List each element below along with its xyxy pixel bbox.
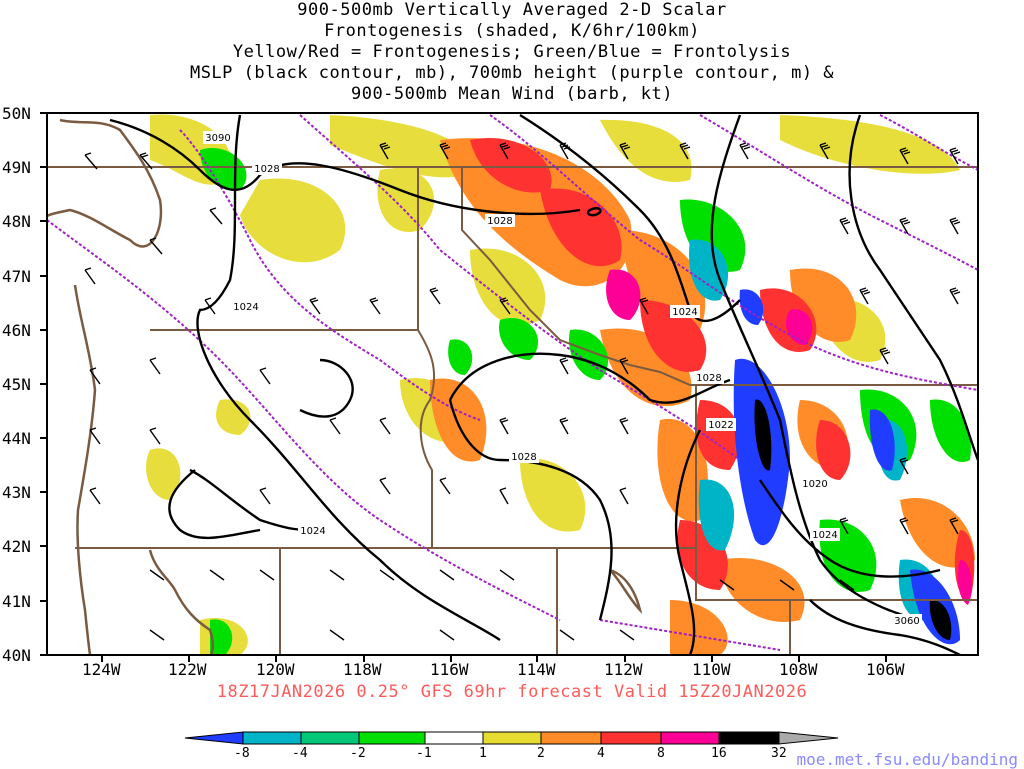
colorbar-swatch: [358, 731, 426, 745]
contour-label: 1024: [812, 530, 837, 541]
lat-label: 49N: [2, 158, 31, 177]
forecast-valid-time: 18Z17JAN2026 0.25° GFS 69hr forecast Val…: [216, 682, 808, 702]
colorbar-label: -1: [416, 746, 432, 761]
lon-label: 122W: [168, 660, 207, 679]
lat-label: 45N: [2, 375, 31, 394]
contour-label: 1020: [802, 479, 827, 490]
contour-label: 1024: [233, 302, 258, 313]
contour-label: 1022: [708, 420, 733, 431]
axis-ticks: [40, 112, 887, 662]
wind-barbs: [84, 142, 961, 641]
source-url[interactable]: moe.met.fsu.edu/banding: [796, 750, 1018, 769]
lon-label: 112W: [604, 660, 643, 679]
colorbar-label: 1: [479, 746, 487, 761]
title-line-5: 900-500mb Mean Wind (barb, kt): [350, 84, 674, 104]
colorbar-swatch: [540, 731, 602, 745]
lon-label: 116W: [430, 660, 469, 679]
lon-label: 118W: [343, 660, 382, 679]
colorbar-label: 16: [711, 746, 727, 761]
lat-label: 48N: [2, 212, 31, 231]
lon-label: 108W: [779, 660, 818, 679]
colorbar-label: 4: [597, 746, 605, 761]
colorbar-swatch: [778, 731, 839, 745]
colorbar-label: 8: [657, 746, 665, 761]
lat-label: 40N: [2, 646, 31, 665]
contour-label: 3090: [205, 133, 230, 144]
map-title: 900-500mb Vertically Averaged 2-D Scalar…: [0, 0, 1024, 105]
lon-label: 124W: [82, 660, 121, 679]
colorbar-label: -8: [234, 746, 250, 761]
lon-label: 114W: [517, 660, 556, 679]
lat-label: 44N: [2, 429, 31, 448]
colorbar-swatch: [300, 731, 360, 745]
lat-label: 41N: [2, 592, 31, 611]
lon-label: 106W: [866, 660, 905, 679]
title-line-3: Yellow/Red = Frontogenesis; Green/Blue =…: [232, 42, 792, 62]
colorbar-swatch: [482, 731, 542, 745]
contour-label: 1028: [511, 452, 536, 463]
lat-label: 46N: [2, 321, 31, 340]
lon-label: 120W: [256, 660, 295, 679]
lat-label: 43N: [2, 483, 31, 502]
colorbar-label: 32: [771, 746, 787, 761]
colorbar-label: -2: [350, 746, 366, 761]
lat-label: 50N: [2, 104, 31, 123]
colorbar-label: 2: [537, 746, 545, 761]
contour-labels: 3090 1028 1028 1024 1024 1028 1028 1022 …: [203, 131, 922, 627]
height-contours: [47, 114, 978, 651]
contour-label: 1024: [300, 526, 325, 537]
coastline: [47, 118, 643, 655]
colorbar-swatch: [184, 731, 244, 745]
colorbar-swatch: [660, 731, 720, 745]
mslp-contours: [109, 113, 978, 655]
contour-label: 3060: [894, 616, 919, 627]
contour-label: 1028: [487, 216, 512, 227]
title-line-2: Frontogenesis (shaded, K/6hr/100km): [324, 21, 700, 41]
lat-label: 42N: [2, 537, 31, 556]
lon-label: 110W: [692, 660, 731, 679]
colorbar-swatch: [718, 731, 780, 745]
colorbar-label: -4: [292, 746, 308, 761]
title-line-1: 900-500mb Vertically Averaged 2-D Scalar: [297, 0, 727, 20]
contour-label: 1028: [254, 164, 279, 175]
lat-label: 47N: [2, 267, 31, 286]
title-line-4: MSLP (black contour, mb), 700mb height (…: [189, 63, 835, 83]
contour-label: 1024: [672, 307, 697, 318]
colorbar-swatch: [242, 731, 302, 745]
frontogenesis-shading: [146, 114, 975, 655]
colorbar-swatch: [600, 731, 662, 745]
colorbar: [184, 731, 839, 745]
colorbar-swatch: [424, 731, 484, 745]
contour-label: 1028: [696, 373, 721, 384]
